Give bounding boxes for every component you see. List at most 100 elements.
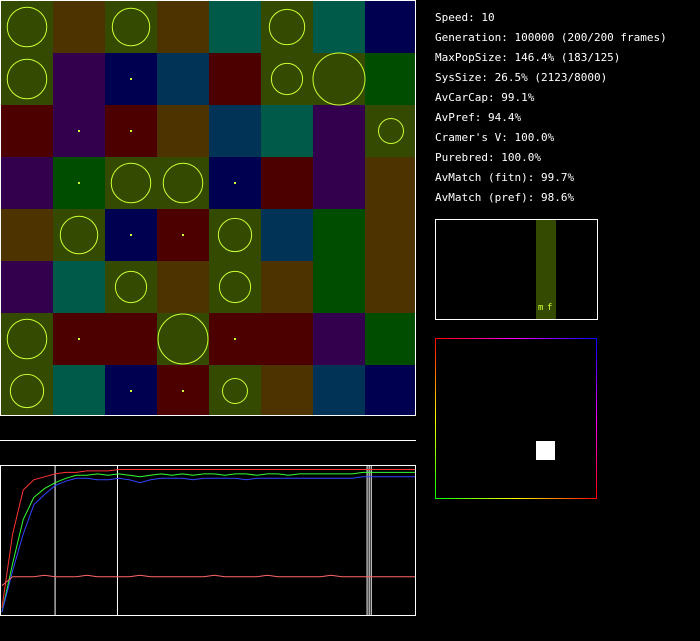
grid-cell bbox=[209, 209, 262, 262]
grid-cell bbox=[261, 105, 314, 158]
population-circle bbox=[218, 270, 252, 304]
grid-cell bbox=[1, 157, 54, 210]
grid-cell bbox=[1, 365, 54, 415]
histogram-color-axis bbox=[436, 319, 598, 320]
grid-cell bbox=[105, 1, 158, 54]
grid-cell bbox=[53, 261, 106, 314]
grid-cell bbox=[157, 313, 210, 366]
grid-cell bbox=[261, 53, 314, 106]
history-plot bbox=[1, 466, 415, 615]
stat-avmatch-fitn: AvMatch (fitn): 99.7% bbox=[435, 171, 575, 184]
histogram-label-m: m bbox=[538, 303, 543, 313]
population-circle bbox=[6, 6, 48, 48]
population-circle bbox=[9, 373, 45, 409]
grid-cell bbox=[313, 157, 366, 210]
history-series-line bbox=[1, 476, 415, 613]
stat-av-pref: AvPref: 94.4% bbox=[435, 111, 522, 124]
grid-cell bbox=[365, 261, 415, 314]
color-space-canvas bbox=[435, 338, 597, 499]
population-dot bbox=[234, 182, 236, 184]
population-dot bbox=[130, 390, 132, 392]
population-circle bbox=[111, 7, 151, 47]
grid-cell bbox=[105, 261, 158, 314]
grid-cell bbox=[157, 105, 210, 158]
population-marker bbox=[536, 441, 555, 460]
grid-canvas bbox=[1, 1, 415, 415]
stat-speed: Speed: 10 bbox=[435, 11, 495, 24]
grid-cell bbox=[53, 1, 106, 54]
population-grid bbox=[0, 0, 416, 416]
separator-strip bbox=[0, 422, 416, 441]
histogram-canvas: m f bbox=[436, 220, 598, 320]
population-circle bbox=[114, 270, 148, 304]
grid-cell bbox=[313, 209, 366, 262]
grid-cell bbox=[1, 209, 54, 262]
color-space-plot bbox=[435, 338, 597, 499]
color-border-right bbox=[596, 338, 597, 499]
grid-cell bbox=[261, 365, 314, 415]
grid-cell bbox=[365, 1, 415, 54]
grid-cell bbox=[105, 157, 158, 210]
preference-histogram: m f bbox=[435, 219, 598, 320]
grid-cell bbox=[209, 105, 262, 158]
histogram-bar bbox=[536, 220, 556, 319]
grid-cell bbox=[261, 157, 314, 210]
grid-cell bbox=[209, 365, 262, 415]
color-border-top bbox=[435, 338, 597, 339]
stat-purebred: Purebred: 100.0% bbox=[435, 151, 541, 164]
population-circle bbox=[162, 162, 204, 204]
population-dot bbox=[182, 234, 184, 236]
population-dot bbox=[130, 130, 132, 132]
grid-cell bbox=[365, 365, 415, 415]
population-circle bbox=[59, 215, 99, 255]
grid-cell bbox=[261, 209, 314, 262]
population-dot bbox=[234, 338, 236, 340]
grid-cell bbox=[313, 1, 366, 54]
grid-cell bbox=[209, 261, 262, 314]
grid-cell bbox=[365, 105, 415, 158]
stat-cramers-v: Cramer's V: 100.0% bbox=[435, 131, 555, 144]
grid-cell bbox=[313, 313, 366, 366]
population-dot bbox=[130, 78, 132, 80]
stat-av-car-cap: AvCarCap: 99.1% bbox=[435, 91, 535, 104]
grid-cell bbox=[105, 313, 158, 366]
grid-cell bbox=[313, 261, 366, 314]
stat-sys-size: SysSize: 26.5% (2123/8000) bbox=[435, 71, 608, 84]
history-series-line bbox=[1, 469, 415, 608]
population-circle bbox=[217, 217, 253, 253]
grid-cell bbox=[157, 157, 210, 210]
population-circle bbox=[110, 162, 152, 204]
population-circle bbox=[312, 52, 366, 106]
grid-cell bbox=[1, 105, 54, 158]
stats-panel: Speed: 10 Generation: 100000 (200/200 fr… bbox=[435, 8, 667, 208]
population-circle bbox=[157, 313, 209, 365]
stat-generation: Generation: 100000 (200/200 frames) bbox=[435, 31, 667, 44]
grid-cell bbox=[313, 53, 366, 106]
grid-cell bbox=[157, 1, 210, 54]
color-border-left bbox=[435, 338, 436, 499]
history-series-line bbox=[1, 471, 415, 613]
histogram-label-f: f bbox=[547, 303, 552, 313]
grid-cell bbox=[365, 313, 415, 366]
grid-cell bbox=[365, 209, 415, 262]
population-circle bbox=[268, 8, 306, 46]
population-dot bbox=[130, 234, 132, 236]
population-circle bbox=[222, 378, 248, 404]
population-circle bbox=[378, 118, 404, 144]
grid-cell bbox=[209, 1, 262, 54]
grid-cell bbox=[53, 53, 106, 106]
population-circle bbox=[6, 318, 48, 360]
population-circle bbox=[270, 62, 304, 96]
history-graph bbox=[0, 465, 416, 616]
grid-cell bbox=[1, 1, 54, 54]
grid-cell bbox=[365, 157, 415, 210]
population-dot bbox=[78, 338, 80, 340]
grid-cell bbox=[365, 53, 415, 106]
grid-cell bbox=[209, 53, 262, 106]
grid-cell bbox=[261, 313, 314, 366]
grid-cell bbox=[1, 261, 54, 314]
grid-cell bbox=[53, 209, 106, 262]
grid-cell bbox=[261, 261, 314, 314]
color-border-bottom bbox=[435, 498, 597, 499]
grid-cell bbox=[157, 261, 210, 314]
